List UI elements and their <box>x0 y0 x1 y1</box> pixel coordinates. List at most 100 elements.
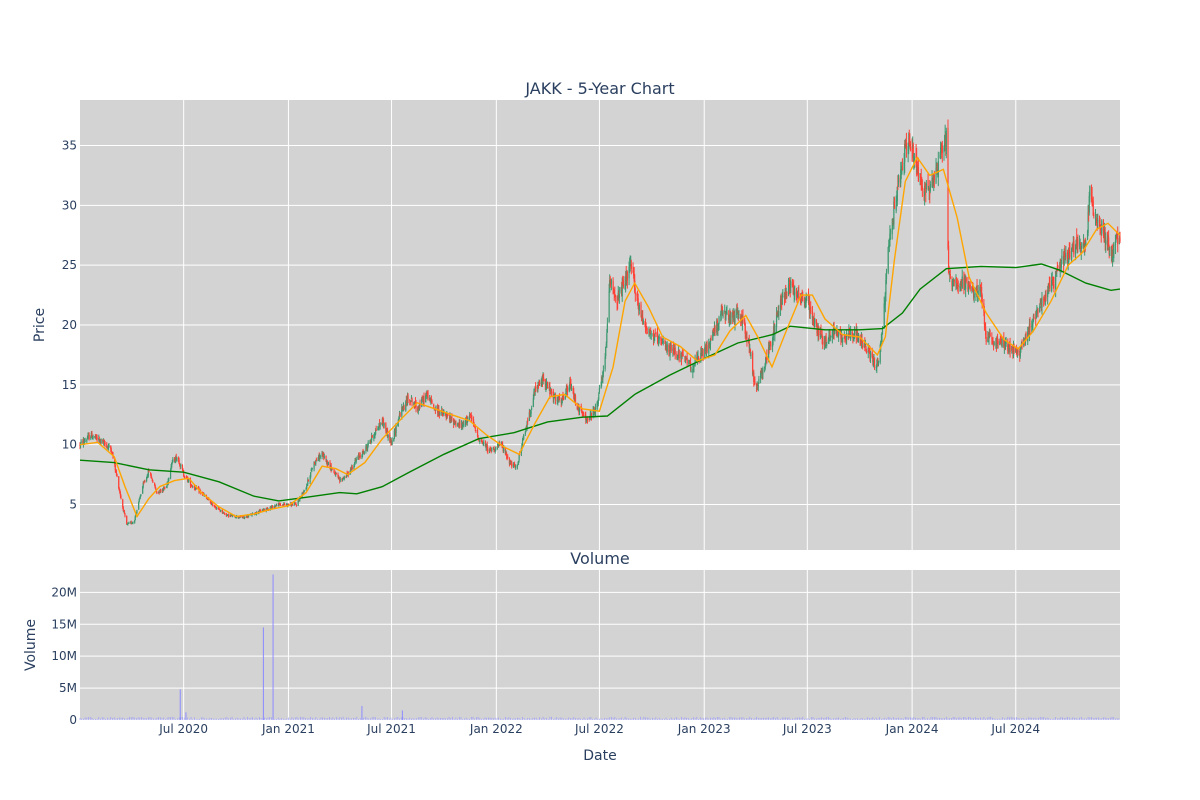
candle-body <box>968 281 970 287</box>
volume-bar <box>1109 717 1111 720</box>
candle-body <box>646 332 648 334</box>
candle-body <box>350 469 352 471</box>
volume-bar <box>165 719 166 720</box>
candle-body <box>925 192 927 193</box>
candle-body <box>504 447 507 455</box>
volume-bar <box>469 718 470 720</box>
volume-bar <box>933 717 935 720</box>
volume-bar <box>393 718 395 720</box>
volume-bar <box>1055 717 1057 720</box>
volume-bar <box>848 718 850 720</box>
candle-body <box>836 330 839 334</box>
volume-bar <box>511 718 513 720</box>
volume-bar <box>112 718 113 720</box>
candle-body <box>114 458 116 465</box>
candle-body <box>684 355 687 359</box>
volume-bar <box>108 718 110 720</box>
volume-bar <box>341 717 342 720</box>
candle-body <box>1069 250 1071 258</box>
candle-body <box>126 523 128 525</box>
candle-body <box>142 486 144 494</box>
candle-body <box>217 507 220 509</box>
candle-body <box>401 407 403 410</box>
volume-bar <box>698 718 699 720</box>
volume-bar <box>223 718 224 720</box>
candle-body <box>1031 324 1033 329</box>
candle-body <box>235 517 237 519</box>
candle-body <box>596 402 598 410</box>
candle-body <box>323 452 325 459</box>
volume-bar <box>194 717 195 720</box>
date-x-tick-label: Jul 2024 <box>990 722 1040 736</box>
volume-bar <box>585 718 587 720</box>
candle-body <box>865 350 868 353</box>
volume-bar <box>79 717 81 720</box>
volume-bar <box>243 716 245 720</box>
candle-body <box>628 266 630 279</box>
candle-body <box>983 311 986 326</box>
candle-body <box>517 460 520 463</box>
candle-body <box>476 429 479 437</box>
candle-body <box>706 344 708 352</box>
volume-bar <box>255 717 257 720</box>
candle-body <box>283 504 286 505</box>
candle-body <box>457 424 459 426</box>
candle-body <box>1037 309 1039 315</box>
candle-body <box>1092 200 1094 216</box>
candle-body <box>390 439 392 445</box>
candle-body <box>757 385 759 387</box>
candle-body <box>140 494 142 497</box>
candle-body <box>972 288 974 292</box>
candle-body <box>720 309 722 315</box>
volume-bar <box>978 718 980 720</box>
candle-body <box>613 289 615 290</box>
volume-bar <box>137 717 139 720</box>
candle-body <box>124 513 126 517</box>
candle-body <box>903 162 905 170</box>
volume-bar <box>956 718 957 720</box>
candle-body <box>514 464 516 467</box>
candle-body <box>102 440 104 443</box>
candle-body <box>1047 287 1049 289</box>
volume-bar <box>945 716 947 720</box>
candle-body <box>981 295 983 303</box>
volume-bar <box>248 718 250 720</box>
candle-body <box>692 368 694 373</box>
volume-bar <box>450 718 452 720</box>
volume-bar <box>1065 717 1067 720</box>
volume-bar <box>773 716 775 720</box>
volume-bar <box>728 717 730 720</box>
candle-body <box>921 186 923 191</box>
candle-body <box>915 153 917 160</box>
volume-bar <box>183 717 185 720</box>
candle-body <box>143 482 145 484</box>
candle-body <box>605 346 607 356</box>
candle-body <box>263 509 266 511</box>
candle-body <box>753 372 755 382</box>
volume-bar <box>402 717 404 720</box>
candle-body <box>888 245 890 248</box>
candle-body <box>893 201 895 225</box>
volume-bar <box>629 718 631 720</box>
volume-bar <box>839 718 841 720</box>
volume-bar <box>457 718 459 720</box>
volume-bar <box>809 719 810 720</box>
volume-bar <box>894 718 896 720</box>
candle-body <box>664 342 666 344</box>
candle-body <box>147 475 149 477</box>
candle-body <box>146 476 148 481</box>
volume-title: Volume <box>570 549 630 568</box>
date-x-tick-label: Jan 2021 <box>261 722 315 736</box>
candle-body <box>1032 315 1035 322</box>
candle-body <box>309 476 311 483</box>
volume-bar <box>759 717 761 720</box>
volume-bar <box>334 718 335 720</box>
candle-body <box>367 442 369 446</box>
volume-bar <box>267 717 269 720</box>
volume-bar <box>477 716 479 720</box>
candle-body <box>1007 344 1009 352</box>
volume-bar <box>443 717 445 720</box>
volume-bar <box>833 718 834 720</box>
candle-body <box>774 325 776 336</box>
candle-body <box>1111 253 1114 260</box>
